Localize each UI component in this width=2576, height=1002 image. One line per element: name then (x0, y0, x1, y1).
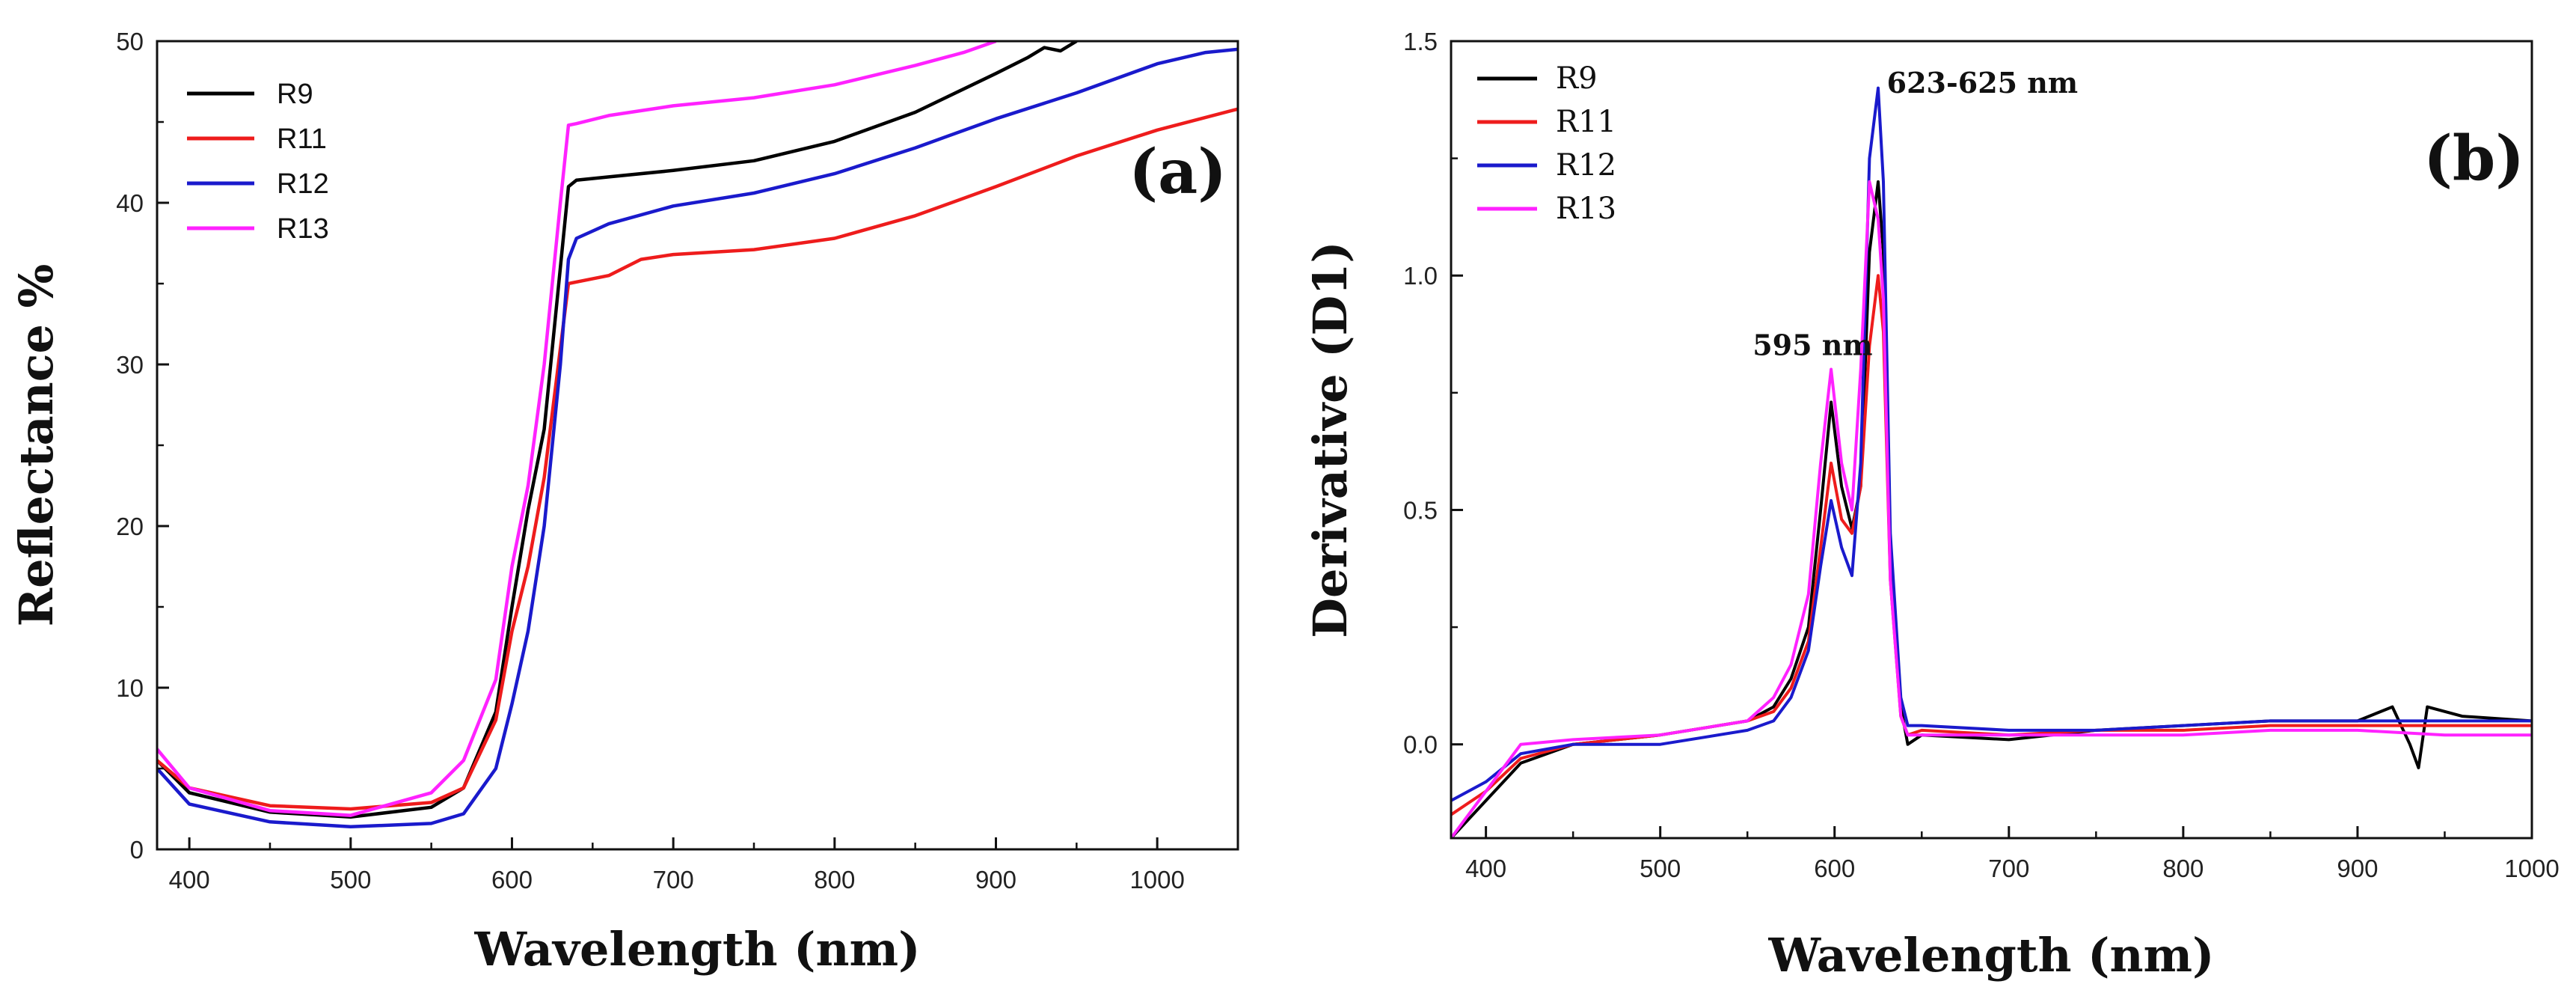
legend-label-r11: R11 (277, 123, 327, 155)
x-tick-label: 800 (2162, 855, 2204, 882)
plot-frame (156, 40, 1239, 851)
x-tick-label: 400 (1465, 855, 1506, 882)
x-axis-title: Wavelength (nm) (474, 922, 921, 977)
panel-label: (a) (1129, 136, 1227, 208)
plot-frame (1450, 40, 2533, 840)
legend-label-r12: R12 (1556, 148, 1616, 183)
x-tick-label: 600 (491, 866, 533, 893)
x-tick-label: 900 (975, 866, 1016, 893)
panel-a: 400 500 600 700 800 900 1000 0 10 20 30 40 50 Wavelen… (9, 28, 1239, 977)
x-tick-label: 600 (1814, 855, 1855, 882)
panel-b: 400 500 600 700 800 900 1000 0.0 0.5 1.0 1.5 Wavele… (1303, 28, 2560, 983)
y-tick-label: 40 (116, 189, 144, 217)
legend: R9 R11 R12 R13 (1477, 61, 1616, 226)
y-axis-title: Reflectance % (9, 264, 64, 627)
legend-label-r13: R13 (1556, 192, 1616, 226)
y-tick-label: 30 (116, 351, 144, 379)
series-line-r12 (1451, 86, 2532, 802)
y-tick-label: 1.5 (1403, 28, 1438, 55)
x-tick-label: 700 (653, 866, 694, 893)
y-tick-label: 10 (116, 674, 144, 702)
x-tick-label: 900 (2337, 855, 2378, 882)
y-tick-label: 1.0 (1403, 262, 1438, 290)
peak-annotation: 623-625 nm (1887, 66, 2078, 100)
x-tick-label: 800 (814, 866, 855, 893)
legend: R9 R11 R12 R13 (187, 79, 329, 245)
x-tick-label: 700 (1988, 855, 2029, 882)
x-tick-label: 500 (1640, 855, 1681, 882)
x-tick-label: 400 (169, 866, 210, 893)
panel-label: (b) (2423, 123, 2524, 195)
series-line-r9 (157, 41, 1078, 819)
series-line-r11 (157, 107, 1238, 811)
legend-label-r9: R9 (1556, 61, 1598, 96)
x-tick-label: 500 (330, 866, 371, 893)
y-tick-label: 50 (116, 28, 144, 55)
legend-label-r13: R13 (277, 213, 329, 245)
peak-annotation: 595 nm (1752, 329, 1872, 362)
series-line-r13 (1451, 180, 2532, 838)
legend-label-r9: R9 (277, 79, 313, 110)
x-axis-title: Wavelength (nm) (1768, 928, 2215, 983)
y-tick-label: 0.0 (1403, 731, 1438, 759)
series-line-r12 (157, 47, 1238, 829)
y-tick-label: 0.5 (1403, 496, 1438, 524)
legend-label-r12: R12 (277, 168, 329, 200)
legend-label-r11: R11 (1556, 105, 1616, 139)
series-line-r13 (157, 41, 997, 817)
x-tick-label: 1000 (1129, 866, 1184, 893)
y-tick-label: 0 (130, 836, 144, 864)
y-axis-title: Derivative (D1) (1303, 241, 1358, 638)
x-tick-label: 1000 (2504, 855, 2559, 882)
y-tick-label: 20 (116, 513, 144, 540)
